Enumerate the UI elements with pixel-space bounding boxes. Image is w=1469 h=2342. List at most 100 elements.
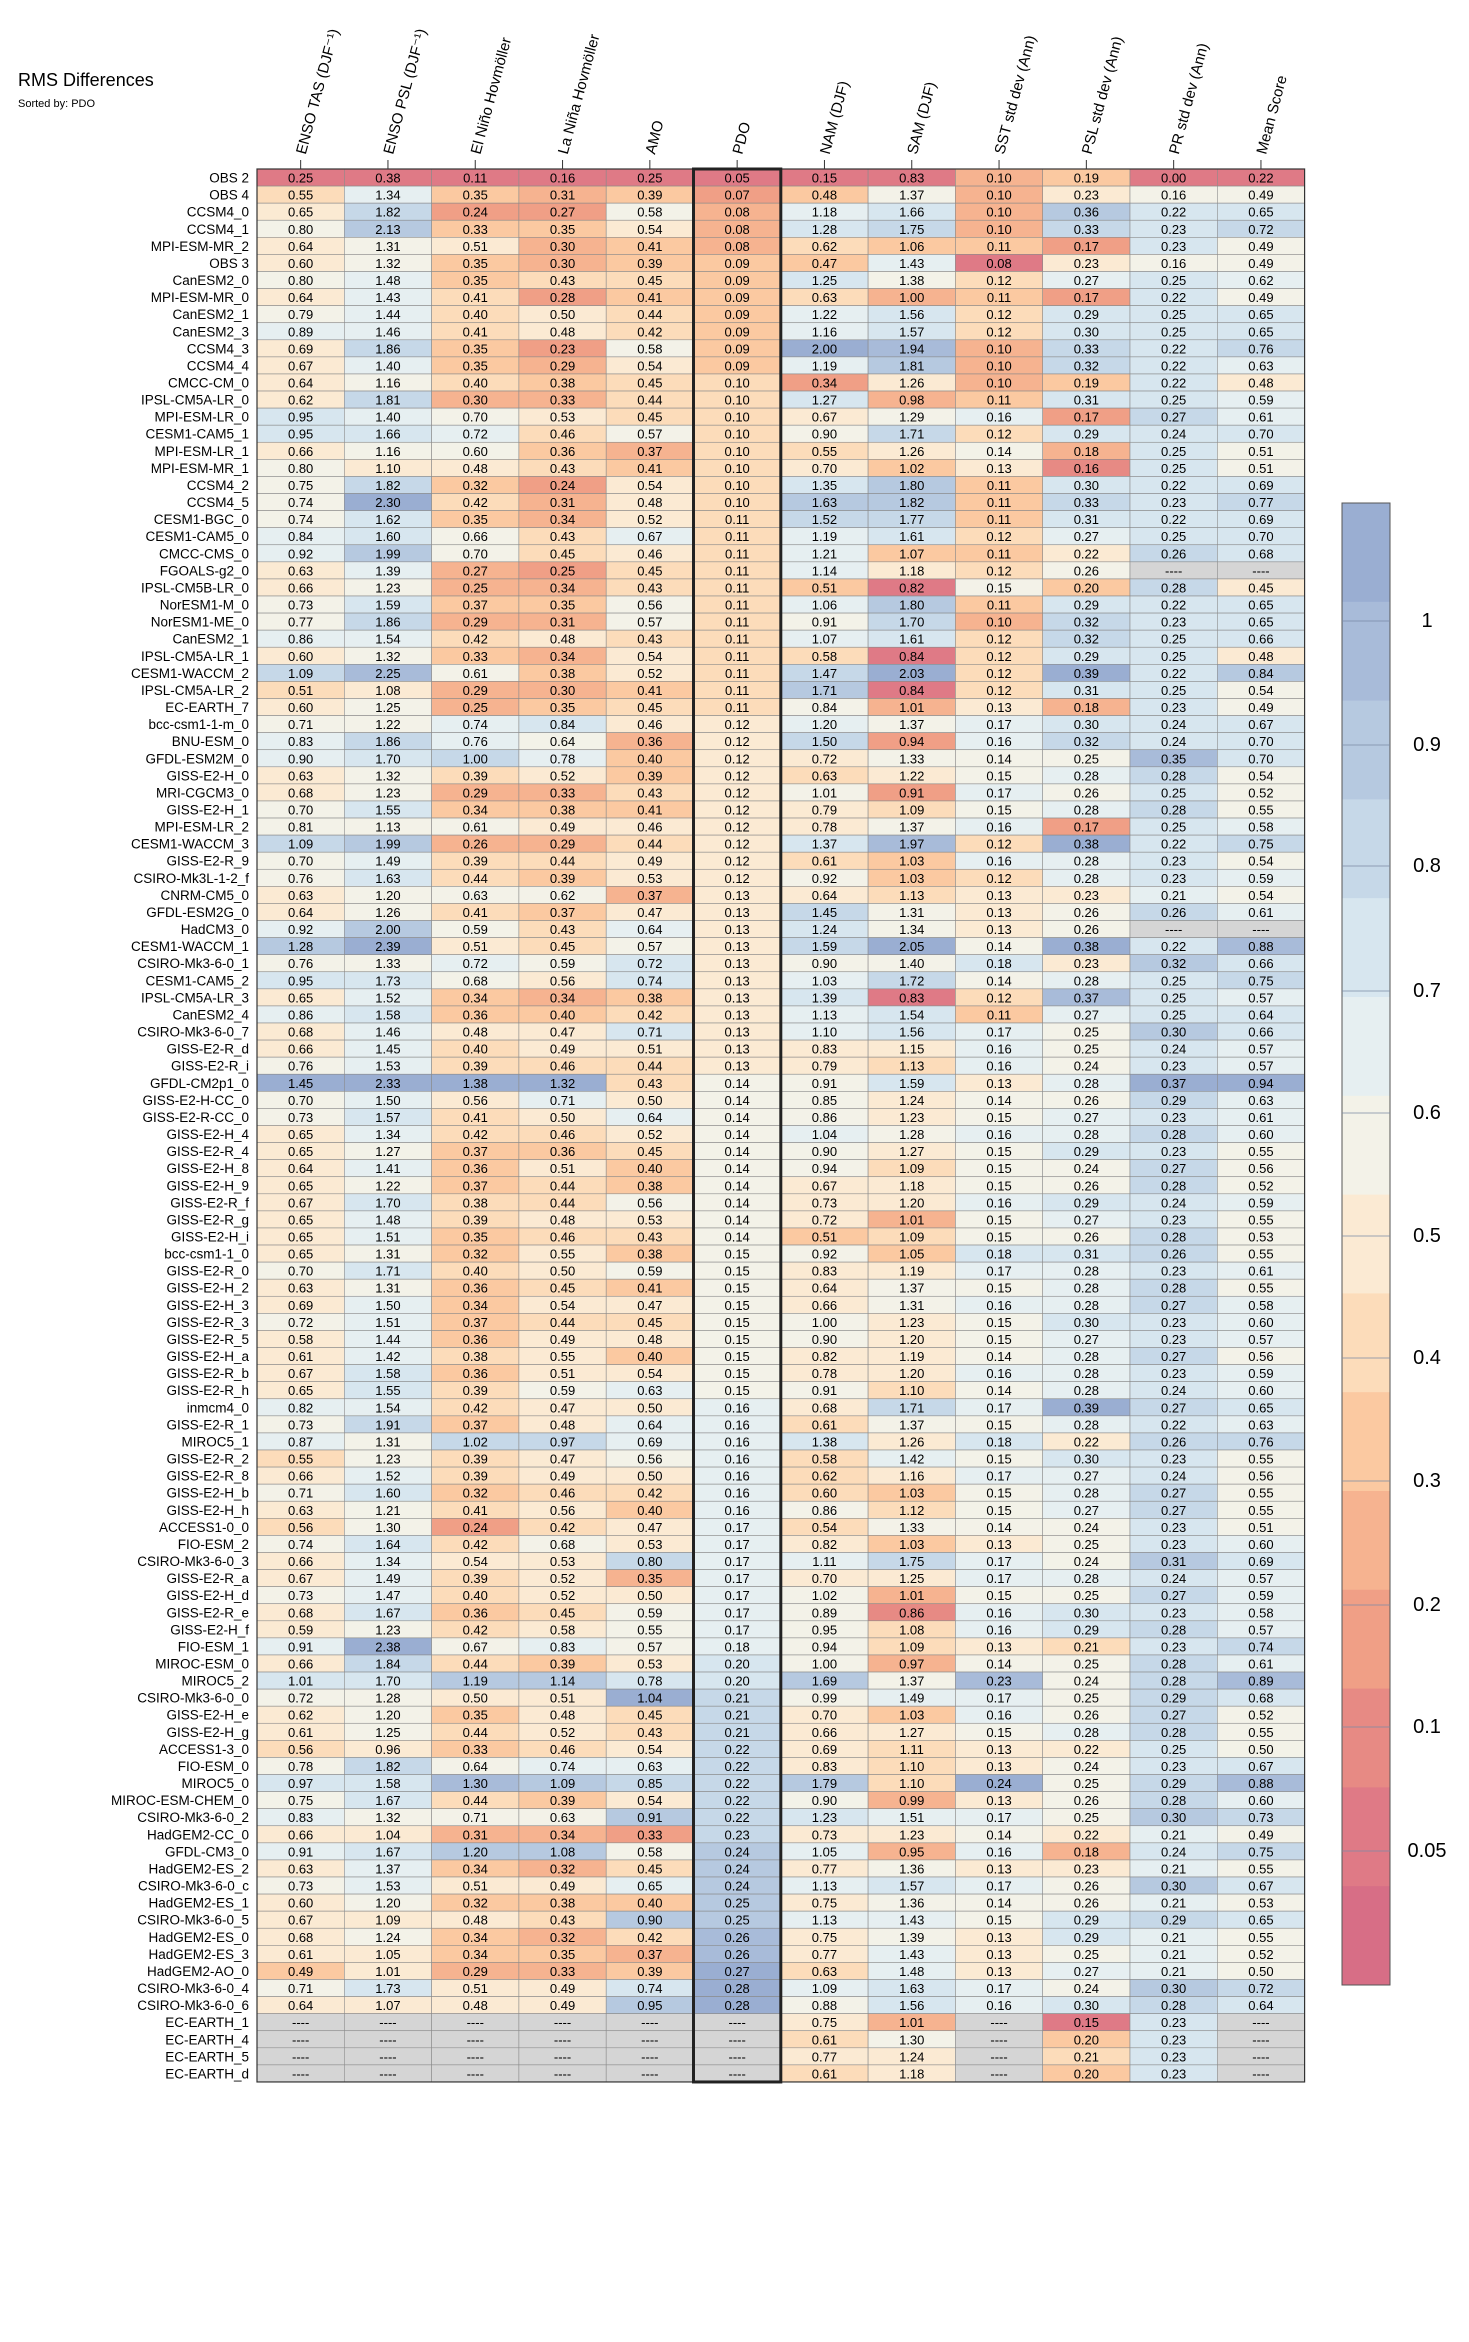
cell-value-label: 0.57 <box>1248 1332 1273 1347</box>
cell-value-label: 0.21 <box>1161 1896 1186 1911</box>
cell-value-label: 0.55 <box>550 1349 575 1364</box>
cell-value-label: 0.63 <box>637 1383 662 1398</box>
cell-value-label: 0.13 <box>724 905 749 920</box>
cell-value-label: 1.70 <box>899 615 924 630</box>
cell-value-label: 1.19 <box>899 1349 924 1364</box>
cell-value-label: 0.55 <box>1248 803 1273 818</box>
cell-value-label: 0.72 <box>812 751 837 766</box>
cell-value-label: 0.51 <box>1248 1520 1273 1535</box>
cell-value-label: 0.14 <box>724 1195 749 1210</box>
cell-value-label: 0.16 <box>986 1605 1011 1620</box>
cell-value-label: 0.90 <box>812 1332 837 1347</box>
cell-value-label: 0.92 <box>812 871 837 886</box>
cell-value-label: 0.74 <box>637 1981 662 1996</box>
cell-value-label: 0.35 <box>550 700 575 715</box>
cell-value-label: 0.44 <box>550 854 575 869</box>
cell-value-label: 0.22 <box>1161 939 1186 954</box>
cell-value-label: 0.13 <box>724 990 749 1005</box>
cell-value-label: 0.95 <box>288 410 313 425</box>
column-label: ENSO PSL (DJF⁻¹) <box>380 27 430 156</box>
column-label: PDO <box>730 120 755 156</box>
cell-value-label: 0.53 <box>637 1657 662 1672</box>
cell-value-label: 1.39 <box>899 1930 924 1945</box>
cell-value-label: 0.68 <box>288 785 313 800</box>
cell-value-label: 0.21 <box>1161 1930 1186 1945</box>
cell-value-label: 0.18 <box>986 1247 1011 1262</box>
cell-value-label: 0.90 <box>812 1144 837 1159</box>
row-label: GISS-E2-R_9 <box>166 854 249 869</box>
cell-value-label: 0.37 <box>637 888 662 903</box>
cell-value-label: 0.48 <box>550 632 575 647</box>
chart-title: RMS Differences <box>18 70 154 90</box>
cell-value-label: 0.73 <box>288 1879 313 1894</box>
cell-value-label: 1.02 <box>463 1434 488 1449</box>
colorbar-segment <box>1342 1787 1390 1887</box>
cell-value-label: 0.56 <box>288 1520 313 1535</box>
cell-value-label: 0.23 <box>1161 871 1186 886</box>
cell-value-label: 1.19 <box>812 529 837 544</box>
cell-value-label: 1.09 <box>550 1776 575 1791</box>
cell-value-label: 0.90 <box>812 956 837 971</box>
cell-value-label: 0.28 <box>1074 1298 1099 1313</box>
cell-value-label: 1.30 <box>375 1520 400 1535</box>
chart-subtitle: Sorted by: PDO <box>18 98 96 110</box>
cell-value-label: 0.13 <box>986 905 1011 920</box>
cell-value-label: 0.63 <box>1248 358 1273 373</box>
cell-value-label: 0.53 <box>1248 1896 1273 1911</box>
row-label: GISS-E2-R_f <box>170 1195 249 1210</box>
cell-value-label: 0.76 <box>1248 1434 1273 1449</box>
cell-value-label: 0.61 <box>1248 1110 1273 1125</box>
row-label: GISS-E2-H_i <box>171 1230 249 1245</box>
row-label: CanESM2_0 <box>172 273 249 288</box>
cell-value-label: 0.15 <box>724 1349 749 1364</box>
cell-value-label: 0.24 <box>1161 1383 1186 1398</box>
cell-value-label: 0.59 <box>1248 871 1273 886</box>
cell-value-label: 1.26 <box>899 1434 924 1449</box>
cell-value-label: 0.23 <box>1161 1639 1186 1654</box>
cell-value-label: 0.23 <box>1161 854 1186 869</box>
row-label: MPI-ESM-LR_2 <box>154 820 249 835</box>
cell-value-label: 0.29 <box>1074 649 1099 664</box>
cell-value-label: 0.66 <box>288 1827 313 1842</box>
cell-value-label: 0.30 <box>550 683 575 698</box>
cell-value-label: 0.11 <box>725 666 749 681</box>
colorbar-label: 0.4 <box>1413 1347 1441 1369</box>
cell-value-label: 0.44 <box>550 1178 575 1193</box>
cell-value-label: 0.40 <box>550 1007 575 1022</box>
cell-value-label: 0.13 <box>986 922 1011 937</box>
cell-value-label: 0.23 <box>1161 1366 1186 1381</box>
cell-value-label: 0.88 <box>1248 1776 1273 1791</box>
cell-value-label: 0.35 <box>463 1230 488 1245</box>
cell-value-label: 0.12 <box>724 803 749 818</box>
cell-value-label: 1.56 <box>899 1998 924 2013</box>
cell-value-label: 0.61 <box>1248 905 1273 920</box>
cell-value-label: 1.32 <box>375 649 400 664</box>
cell-value-label: 0.39 <box>637 256 662 271</box>
cell-value-label: 0.90 <box>812 1793 837 1808</box>
cell-value-label: 0.48 <box>463 1913 488 1928</box>
cell-value-label: 0.66 <box>463 529 488 544</box>
cell-value-label: 1.20 <box>899 1366 924 1381</box>
cell-value-label: 1.20 <box>899 1195 924 1210</box>
cell-value-label: 0.63 <box>550 1810 575 1825</box>
row-label: FIO-ESM_0 <box>178 1759 249 1774</box>
cell-value-label: 0.13 <box>986 1964 1011 1979</box>
cell-value-label: 0.33 <box>463 1742 488 1757</box>
cell-value-label: 0.30 <box>1161 1981 1186 1996</box>
cell-value-label: 1.13 <box>812 1879 837 1894</box>
row-label: GISS-E2-H_e <box>166 1708 249 1723</box>
row-label: MPI-ESM-LR_0 <box>154 410 249 425</box>
cell-value-label: 0.41 <box>463 1110 488 1125</box>
cell-value-label: 0.23 <box>1161 1212 1186 1227</box>
cell-value-label: 0.12 <box>724 785 749 800</box>
cell-value-label: 0.67 <box>288 358 313 373</box>
cell-value-label: 1.40 <box>375 358 400 373</box>
row-label: CSIRO-Mk3-6-0_2 <box>137 1810 249 1825</box>
cell-value-label: 0.76 <box>1248 341 1273 356</box>
cell-value-label: 0.51 <box>1248 461 1273 476</box>
cell-value-label: 0.27 <box>1161 1349 1186 1364</box>
cell-value-label: 0.59 <box>1248 1195 1273 1210</box>
cell-value-label: 0.28 <box>1161 1622 1186 1637</box>
cell-value-label: 0.67 <box>812 1178 837 1193</box>
cell-value-label: 0.91 <box>288 1639 313 1654</box>
